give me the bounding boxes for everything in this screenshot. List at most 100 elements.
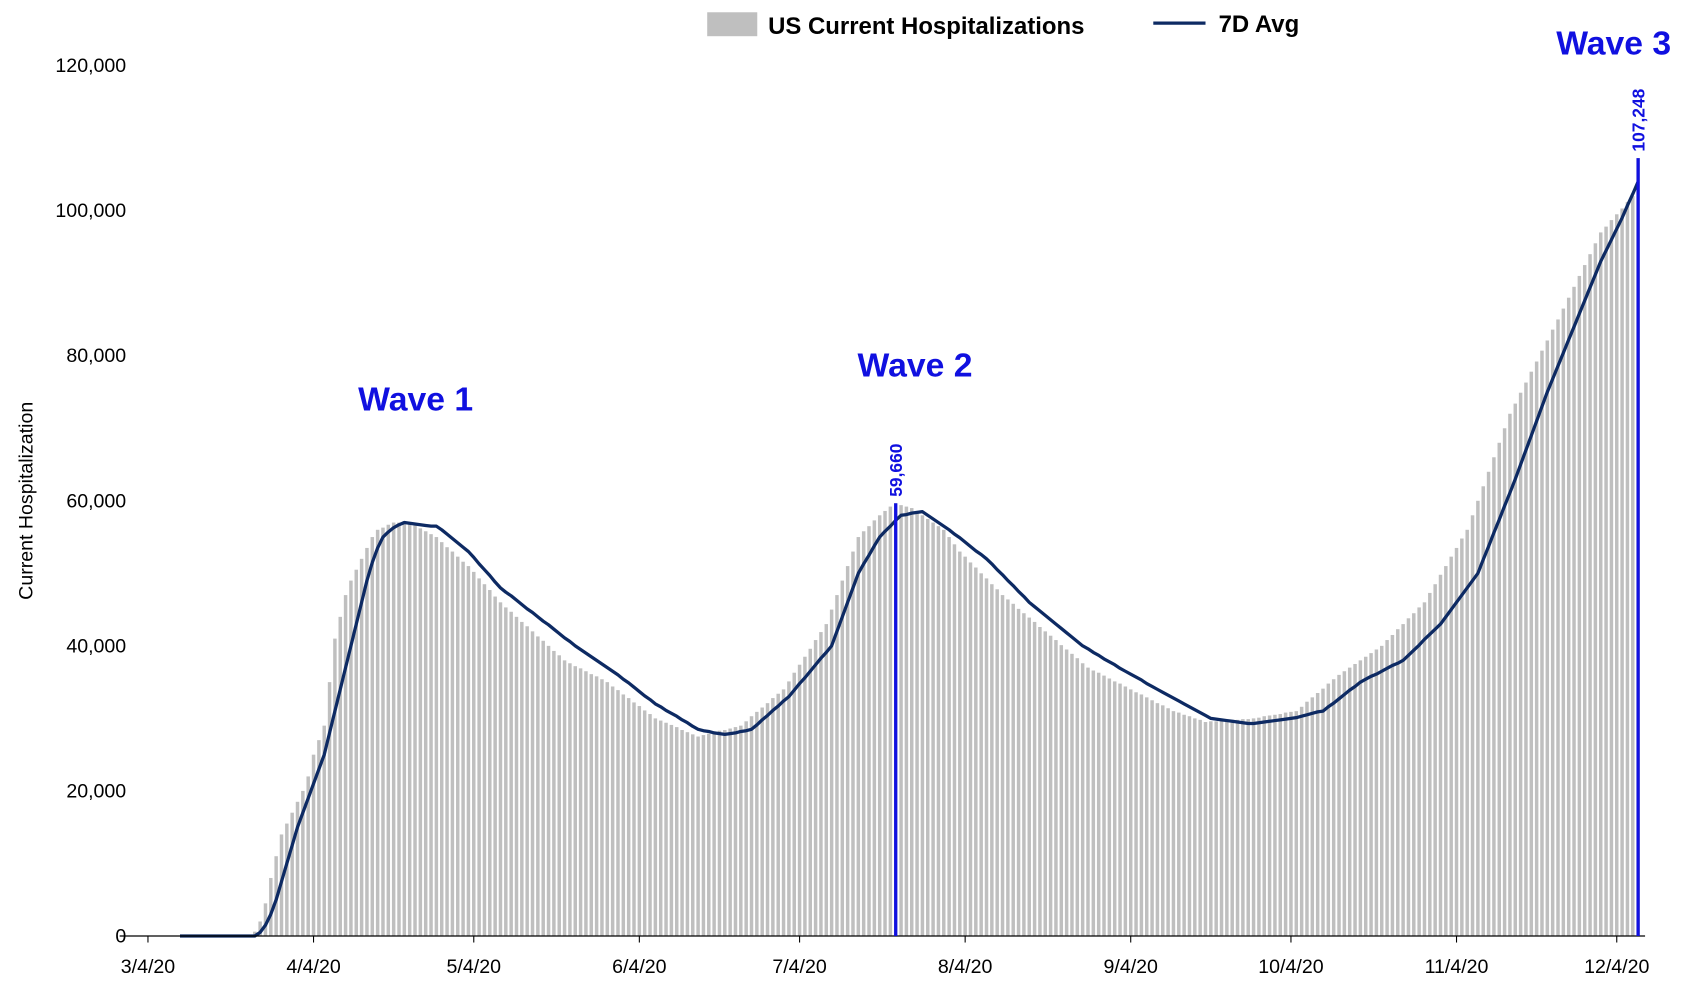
bar [1465, 529, 1469, 936]
bar [1182, 714, 1186, 936]
bar [253, 931, 257, 936]
bar [723, 729, 727, 936]
bar [365, 547, 369, 936]
x-tick-label: 5/4/20 [447, 956, 502, 978]
bar [642, 710, 647, 936]
bar [840, 580, 845, 936]
bar [1545, 340, 1550, 936]
bar [947, 537, 951, 936]
bar [1449, 556, 1453, 936]
bar [327, 682, 332, 936]
bar [322, 725, 326, 936]
bar [771, 698, 775, 936]
bar [541, 640, 545, 936]
bar [1561, 308, 1566, 936]
bar [338, 616, 342, 936]
bar [589, 674, 594, 936]
bar [877, 515, 882, 936]
bar [445, 547, 449, 936]
bar [926, 518, 930, 936]
bar [1209, 721, 1213, 936]
bar [936, 526, 941, 936]
bar [979, 573, 983, 936]
bar [584, 671, 588, 936]
bar [562, 660, 567, 936]
bar [1470, 515, 1475, 936]
bar [439, 542, 444, 936]
bar [1203, 722, 1208, 936]
bar [626, 698, 631, 936]
bar [765, 703, 770, 936]
bar [717, 730, 722, 936]
bar [1230, 719, 1234, 936]
y-tick-label: 40,000 [66, 635, 126, 657]
bar [829, 609, 834, 936]
bar [456, 556, 460, 936]
bar [707, 733, 711, 936]
wave-label: Wave 2 [858, 347, 973, 385]
bar [1620, 208, 1624, 936]
bar [1582, 265, 1587, 936]
bar [269, 877, 273, 936]
bar [1123, 686, 1128, 936]
x-tick-label: 6/4/20 [612, 956, 667, 978]
bar [1219, 720, 1224, 936]
bar [648, 714, 652, 936]
bar [776, 693, 780, 936]
bar [1422, 602, 1427, 936]
bar [691, 734, 695, 936]
bar [674, 727, 679, 936]
bar [1631, 196, 1635, 936]
bar [749, 716, 754, 936]
bar [1310, 697, 1315, 936]
bar [263, 903, 268, 936]
y-tick-label: 80,000 [66, 345, 126, 367]
bar [1337, 674, 1341, 936]
bar [397, 522, 401, 936]
bar [1428, 592, 1432, 936]
bar [1305, 701, 1309, 936]
bar [514, 616, 519, 936]
bar [498, 602, 503, 936]
bar [1615, 214, 1619, 936]
bar [370, 537, 375, 936]
bar [1198, 719, 1202, 936]
bar [317, 740, 321, 936]
bar [1273, 714, 1277, 936]
bar [712, 732, 716, 936]
bar [1096, 672, 1101, 936]
bar [1417, 607, 1421, 936]
bar [1406, 618, 1411, 936]
bar [781, 689, 786, 936]
bar [1059, 645, 1064, 936]
bar [803, 656, 807, 936]
bar [1593, 243, 1598, 936]
bar [696, 736, 700, 936]
bar [450, 551, 455, 936]
bar [664, 722, 668, 936]
bar [1235, 719, 1240, 936]
bar [594, 676, 599, 936]
bar [1112, 681, 1117, 936]
bar [1572, 286, 1576, 936]
bar [1524, 382, 1528, 936]
bar [1433, 584, 1437, 936]
bar [1161, 705, 1165, 936]
bar [1486, 471, 1491, 936]
bar [733, 727, 738, 936]
bar [835, 595, 839, 936]
bar [493, 596, 497, 936]
x-tick-label: 7/4/20 [772, 956, 827, 978]
bar [883, 510, 887, 936]
x-tick-label: 3/4/20 [121, 956, 176, 978]
bar [1540, 350, 1544, 936]
bar [1454, 547, 1459, 936]
bar [632, 702, 636, 936]
bar [824, 624, 829, 936]
bar [1278, 714, 1283, 936]
bar [520, 621, 524, 936]
bar [1000, 595, 1005, 936]
bar [1401, 624, 1405, 936]
bar [1438, 574, 1443, 936]
bar [888, 506, 893, 936]
